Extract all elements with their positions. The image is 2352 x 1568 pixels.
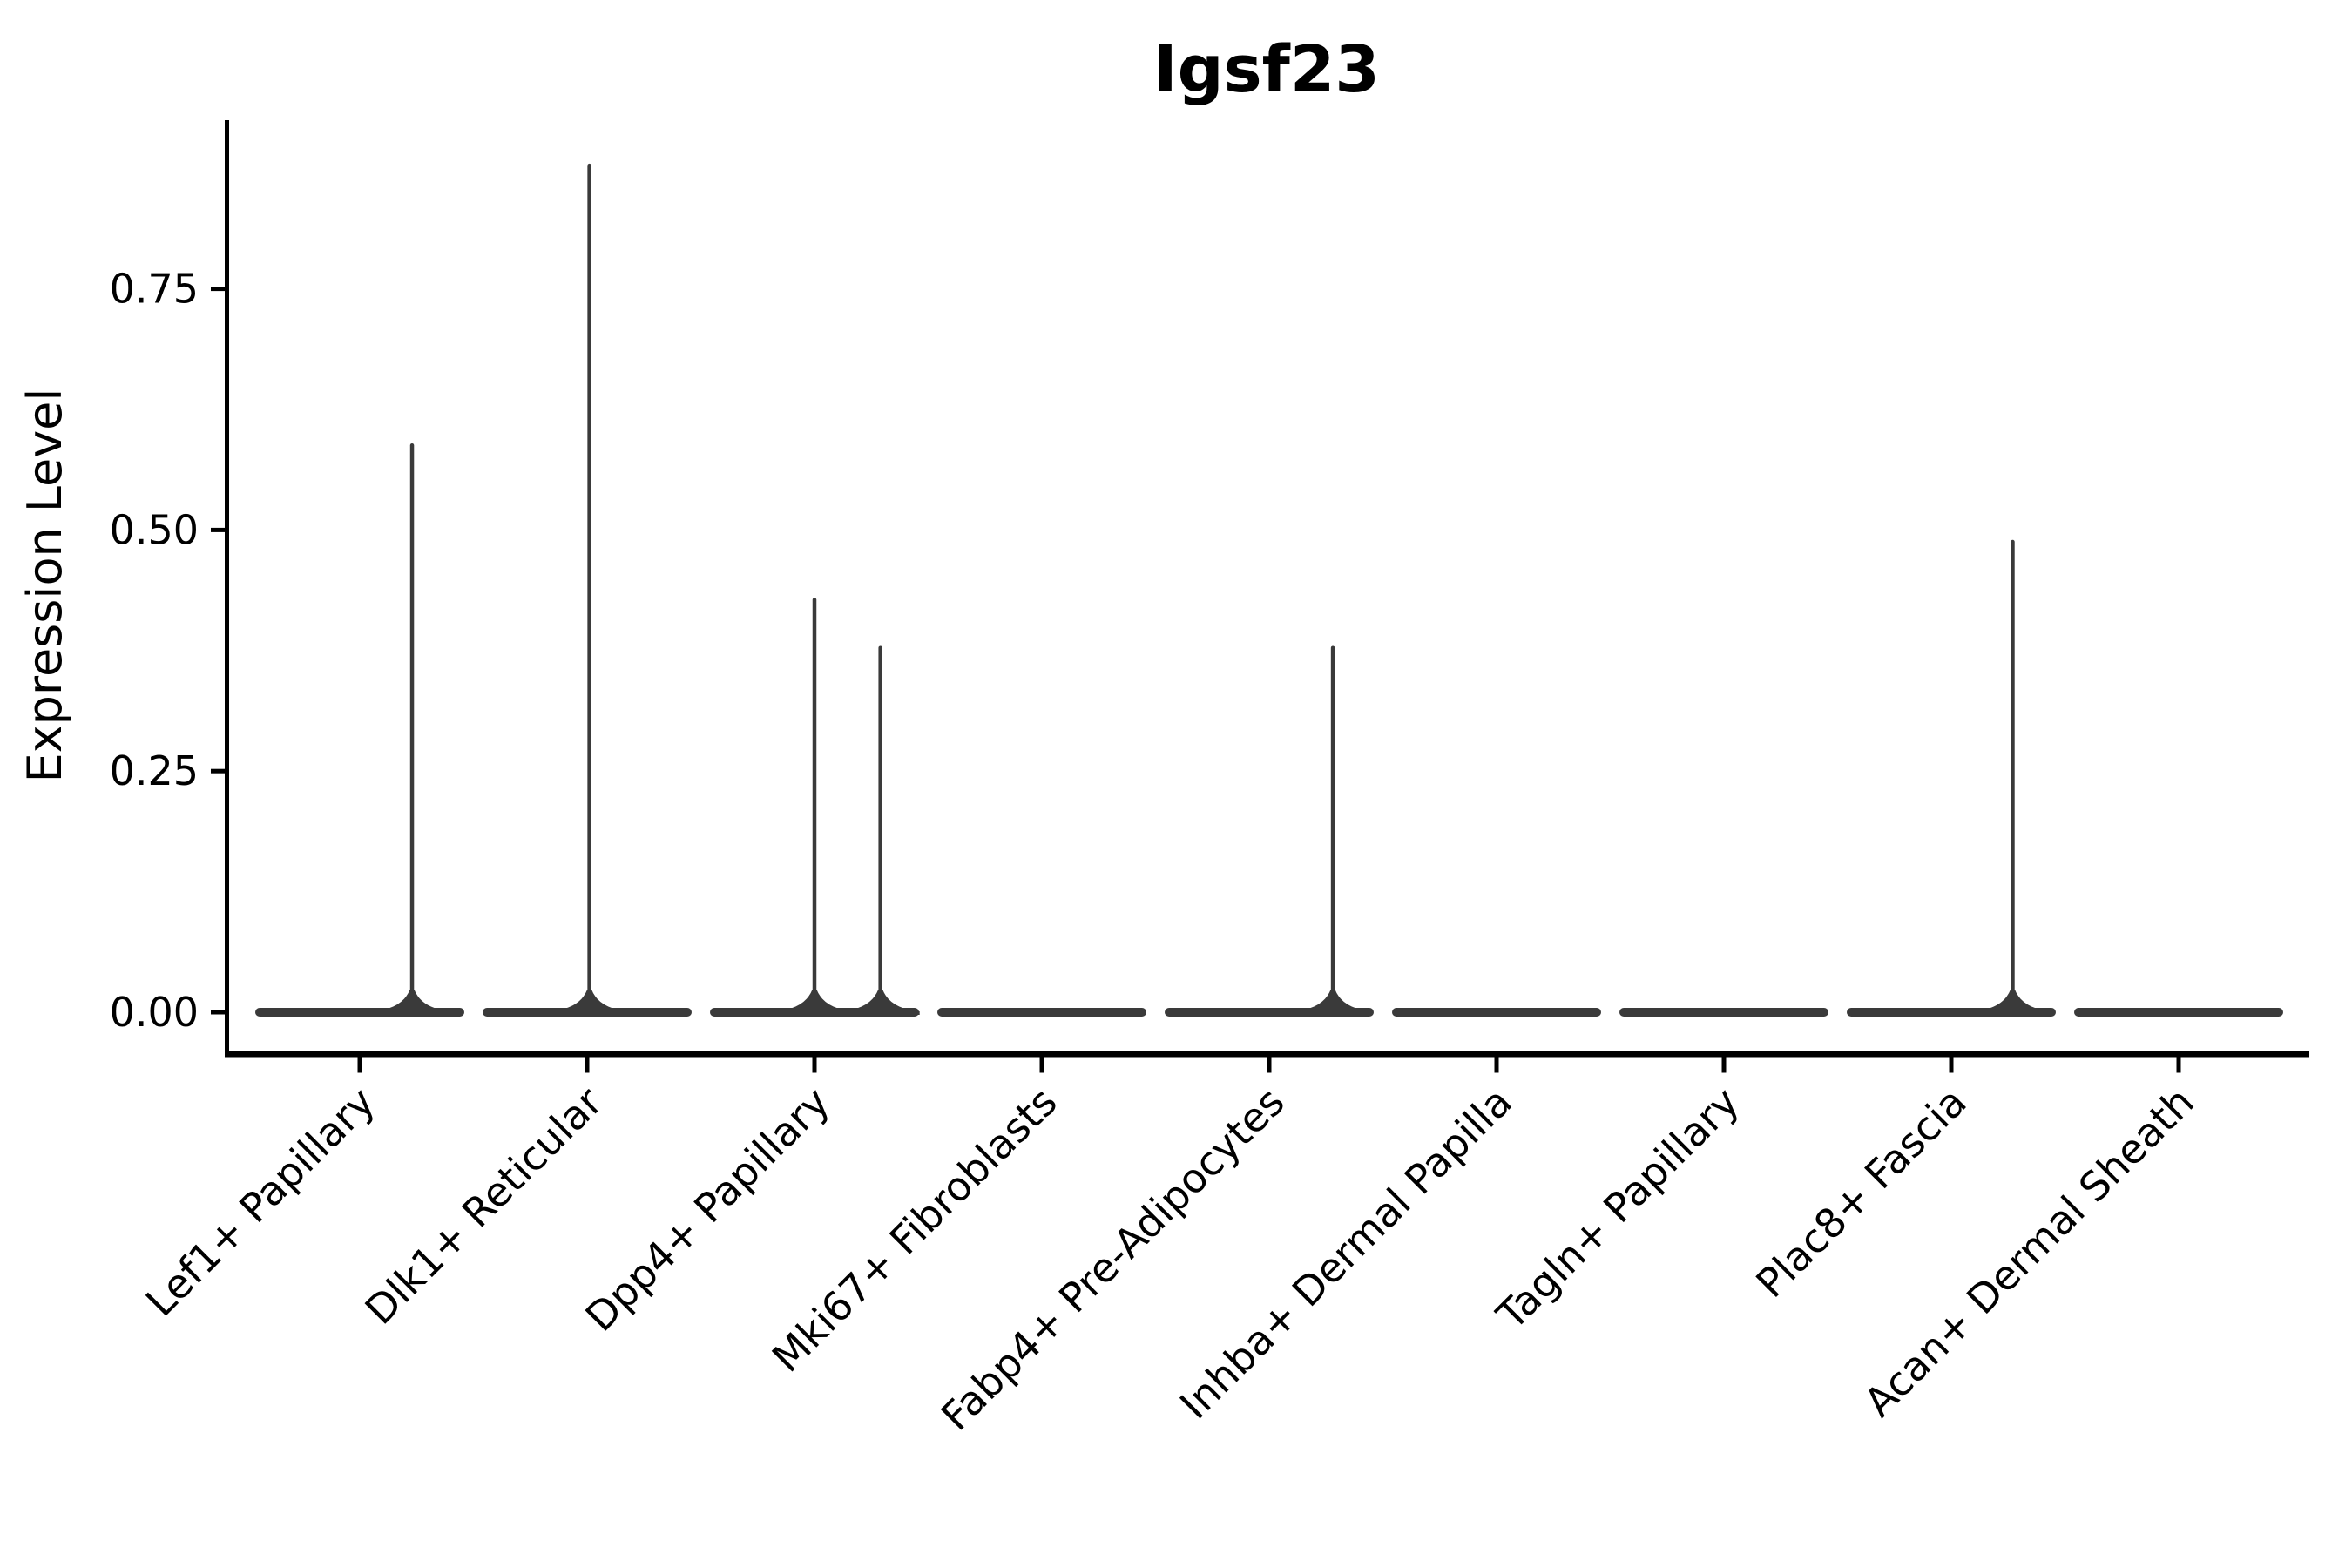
violin-base: [2074, 1008, 2283, 1017]
y-tick-mark: [211, 527, 225, 532]
violin-base: [1619, 1008, 1828, 1017]
x-tick-mark: [1949, 1057, 1954, 1073]
violin-dlk1-reticular: [483, 163, 692, 1017]
x-tick-mark: [357, 1057, 362, 1073]
violin-spike-flare: [775, 990, 854, 1015]
violin-tagln-papillary: [1619, 1008, 1828, 1017]
x-tick-mark: [1039, 1057, 1044, 1073]
x-tick-mark: [1494, 1057, 1499, 1073]
y-tick-mark: [211, 768, 225, 774]
violin-dpp4-papillary: [710, 598, 920, 1017]
axes: [211, 120, 2309, 1073]
x-tick-label-dpp4-papillary: Dpp4+ Papillary: [577, 1078, 839, 1341]
violin-spike-flare: [1294, 990, 1373, 1015]
y-tick-mark: [211, 1010, 225, 1015]
y-axis-spine: [225, 120, 229, 1058]
violin-spike-flare: [550, 990, 629, 1015]
y-tick-label: 0.50: [110, 506, 199, 553]
violin-spike-flare: [1973, 990, 2052, 1015]
violin-inhba-dermal-papilla: [1392, 1008, 1601, 1017]
violin-base: [1392, 1008, 1601, 1017]
chart-title: Igsf23: [1153, 32, 1380, 107]
x-tick-mark: [2176, 1057, 2181, 1073]
x-tick-label-tagln-papillary: Tagln+ Papillary: [1487, 1078, 1748, 1340]
y-axis-label: Expression Level: [17, 389, 72, 783]
violin-acan-dermal-sheath: [2074, 1008, 2283, 1017]
x-tick-mark: [812, 1057, 817, 1073]
x-tick-label-lef1-papillary: Lef1+ Papillary: [137, 1078, 384, 1326]
x-tick-mark: [1721, 1057, 1727, 1073]
x-tick-label-plac8-fascia: Plac8+ Fascia: [1747, 1078, 1975, 1307]
violin-mki67-fibroblasts: [937, 1008, 1146, 1017]
x-tick-label-dlk1-reticular: Dlk1+ Reticular: [356, 1078, 612, 1334]
y-tick-label: 0.75: [110, 266, 199, 313]
y-tick-label: 0.00: [110, 989, 199, 1036]
violin-base: [937, 1008, 1146, 1017]
x-axis-spine: [225, 1051, 2309, 1058]
violin-lef1-papillary: [255, 443, 464, 1017]
y-tick-mark: [211, 287, 225, 292]
x-tick-mark: [585, 1057, 590, 1073]
violin-fabp4-pre-adipocytes: [1165, 645, 1374, 1017]
y-tick-label: 0.25: [110, 747, 199, 794]
violins: [255, 163, 2283, 1017]
violin-spike-flare: [373, 990, 452, 1015]
violin-plac8-fascia: [1847, 539, 2056, 1017]
x-tick-mark: [1267, 1057, 1272, 1073]
violin-spike-flare: [841, 990, 920, 1015]
